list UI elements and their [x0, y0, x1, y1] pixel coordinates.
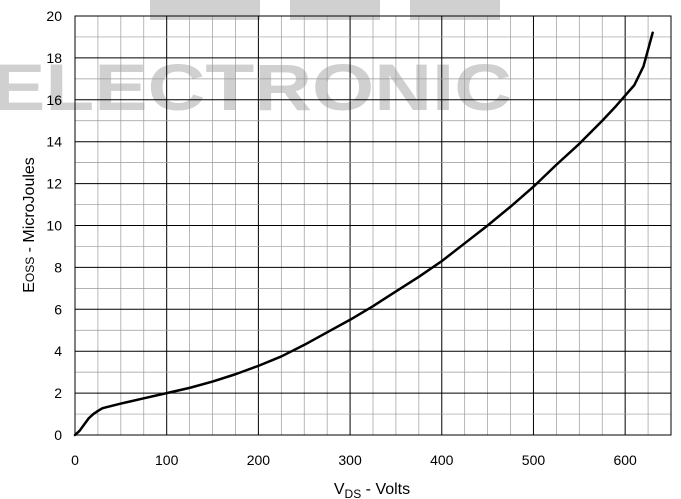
- series-group: [73, 31, 654, 437]
- tick-labels: 0 100 200 300 400 500 600 0 2 4 6 8 10 12 14 16 18 20: [46, 8, 637, 468]
- y-tick-label: 8: [54, 259, 62, 275]
- x-axis-title: VDS - Volts: [334, 481, 410, 499]
- plot-frame: [74, 15, 672, 436]
- y-tick-label: 20: [46, 8, 62, 24]
- y-axis-title: EOSS - MicroJoules: [21, 157, 38, 293]
- y-tick-label: 18: [46, 50, 62, 66]
- y-tick-label: 4: [54, 343, 62, 359]
- x-tick-label: 500: [522, 452, 546, 468]
- y-tick-label: 0: [54, 427, 62, 443]
- y-tick-label: 2: [54, 385, 62, 401]
- series-line: [73, 31, 654, 437]
- x-tick-label: 200: [247, 452, 271, 468]
- y-tick-label: 16: [46, 92, 62, 108]
- x-tick-label: 600: [613, 452, 637, 468]
- y-tick-label: 6: [54, 301, 62, 317]
- watermark-text: ELECTRONIC: [0, 50, 512, 124]
- x-tick-label: 0: [71, 452, 79, 468]
- y-tick-label: 10: [46, 218, 62, 234]
- watermark-bar: [410, 0, 500, 20]
- x-tick-label: 100: [155, 452, 179, 468]
- x-tick-label: 300: [338, 452, 362, 468]
- watermark-bar: [290, 0, 380, 20]
- x-tick-label: 400: [430, 452, 454, 468]
- y-tick-label: 12: [46, 176, 62, 192]
- watermark-bar: [150, 0, 260, 20]
- watermark: ELECTRONIC: [0, 0, 512, 124]
- grid: [75, 16, 671, 435]
- y-tick-label: 14: [46, 134, 62, 150]
